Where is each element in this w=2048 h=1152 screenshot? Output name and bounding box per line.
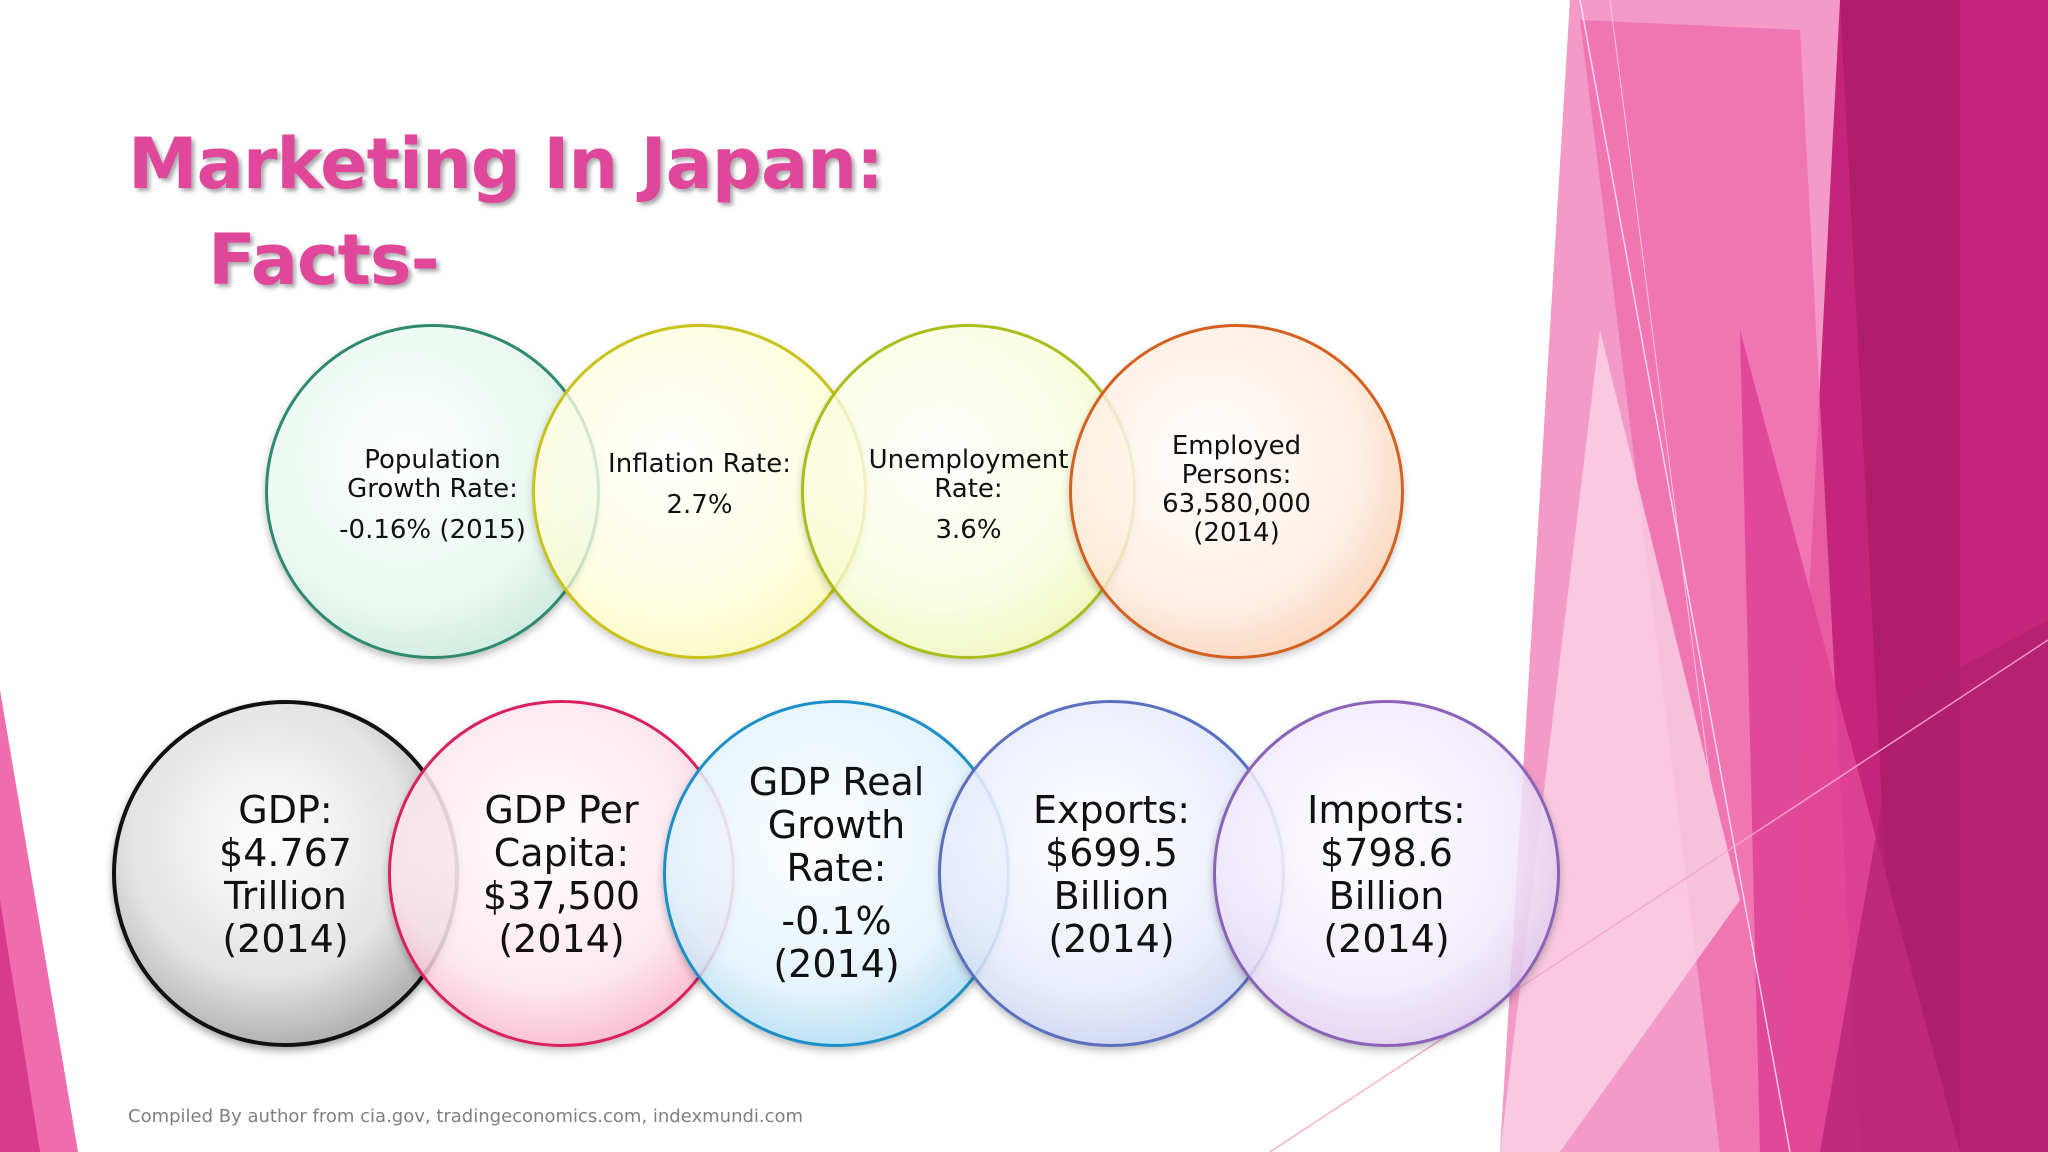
employed-persons-circle (1069, 324, 1404, 659)
gdp-real-growth-label-1: GDP Real (748, 759, 925, 804)
imports-label: Imports: (1307, 788, 1466, 832)
gdp-per-capita-text: GDP Per Capita: $37,500 (2014) (433, 780, 690, 970)
gdp-value: $4.767 (219, 831, 352, 875)
exports-value: $699.5 (1045, 831, 1178, 875)
gdp-per-capita-value: $37,500 (482, 874, 641, 918)
imports-year: (2014) (1323, 917, 1450, 961)
population-growth-text: Population Growth Rate: -0.16% (2015) (315, 420, 550, 570)
exports-unit: Billion (1053, 874, 1170, 918)
title-line-2: Facts- (208, 219, 440, 301)
population-growth-value: -0.16% (2015) (339, 514, 526, 545)
imports-circle (1213, 700, 1560, 1047)
gdp-real-growth-label-3: Rate: (786, 845, 887, 890)
gdp-year: (2014) (222, 917, 349, 961)
exports-text: Exports: $699.5 Billion (2014) (983, 780, 1240, 970)
population-growth-label-1: Population (364, 444, 501, 475)
exports-year: (2014) (1048, 917, 1175, 961)
gdp-real-growth-value: -0.1% (781, 898, 892, 943)
gdp-unit: Trillion (224, 874, 347, 918)
gdp-real-growth-year: (2014) (773, 941, 900, 986)
employed-persons-label-2: Persons: (1181, 460, 1292, 490)
gdp-label: GDP: (238, 788, 333, 832)
population-growth-label-2: Growth Rate: (347, 473, 518, 504)
source-note: Compiled By author from cia.gov, trading… (128, 1106, 804, 1127)
gdp-per-capita-year: (2014) (498, 917, 625, 961)
unemployment-rate-value: 3.6% (935, 514, 1002, 545)
employed-persons-label-1: Employed (1171, 431, 1302, 461)
inflation-rate-label: Inflation Rate: (608, 449, 791, 479)
employed-persons-text: Employed Persons: 63,580,000 (2014) (1119, 420, 1354, 560)
gdp-per-capita-label-2: Capita: (493, 831, 630, 875)
unemployment-rate-label-2: Rate: (934, 473, 1003, 504)
inflation-rate-value: 2.7% (666, 490, 733, 520)
exports-label: Exports: (1033, 788, 1190, 832)
unemployment-rate-text: Unemployment Rate: 3.6% (851, 420, 1086, 570)
title-line-1: Marketing In Japan: (128, 123, 884, 205)
inflation-rate-text: Inflation Rate: 2.7% (582, 430, 817, 540)
gdp-real-growth-label-2: Growth (767, 802, 906, 847)
gdp-text: GDP: $4.767 Trillion (2014) (157, 780, 414, 970)
employed-persons-value: 63,580,000 (1162, 489, 1311, 519)
unemployment-rate-label-1: Unemployment (868, 444, 1069, 475)
slide-title: Marketing In Japan: Facts- (128, 116, 884, 308)
imports-unit: Billion (1328, 874, 1445, 918)
gdp-per-capita-label-1: GDP Per (484, 788, 639, 832)
gdp-real-growth-text: GDP Real Growth Rate: -0.1% (2014) (708, 753, 965, 993)
employed-persons-year: (2014) (1193, 518, 1280, 548)
imports-value: $798.6 (1320, 831, 1453, 875)
imports-text: Imports: $798.6 Billion (2014) (1258, 780, 1515, 970)
